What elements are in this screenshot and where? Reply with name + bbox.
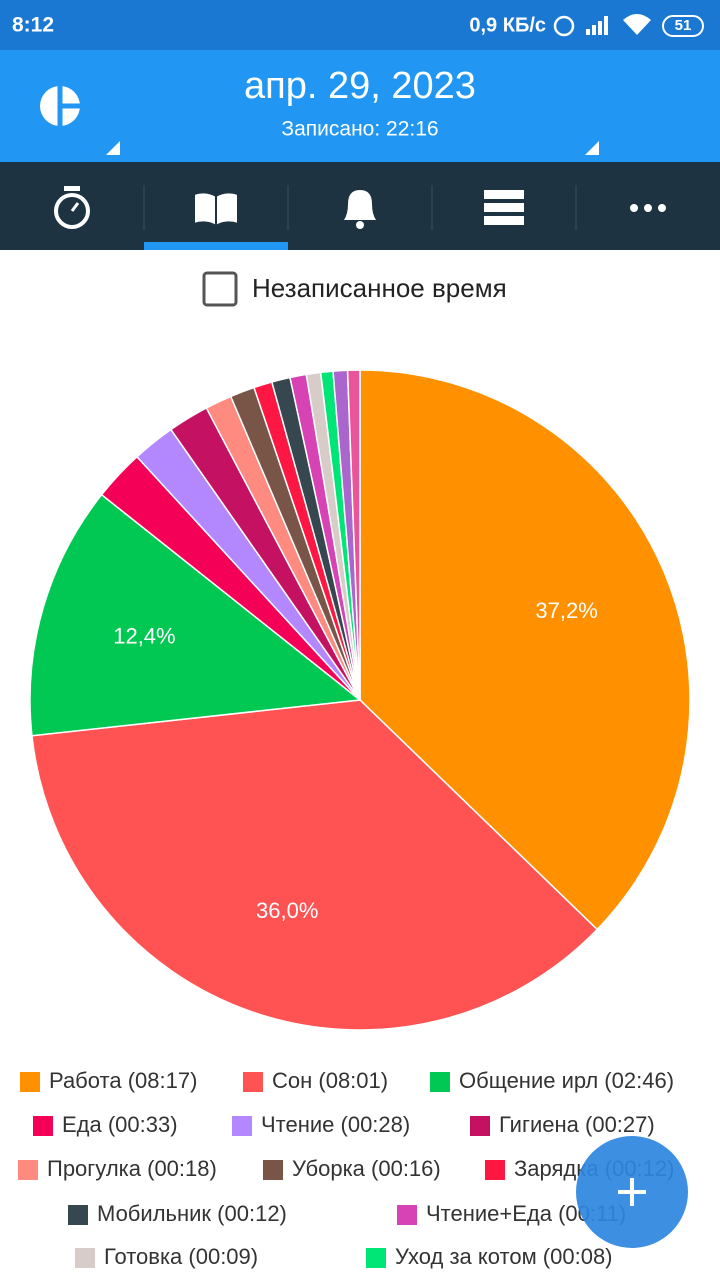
add-button[interactable] xyxy=(576,1136,688,1248)
dropdown-arrow xyxy=(585,141,599,155)
legend-label: Еда (00:33) xyxy=(62,1112,178,1137)
legend-label: Прогулка (00:18) xyxy=(47,1156,217,1181)
legend-swatch xyxy=(232,1116,252,1136)
pie-slice xyxy=(346,369,361,701)
legend-swatch xyxy=(243,1072,263,1092)
legend-swatch xyxy=(68,1205,88,1225)
legend-swatch xyxy=(470,1116,490,1136)
recorded-time: Записано: 22:16 xyxy=(281,118,438,141)
legend-swatch xyxy=(430,1072,450,1092)
tab-list[interactable] xyxy=(484,190,524,225)
tab-timer[interactable] xyxy=(54,186,90,229)
checkbox-label[interactable]: Незаписанное время xyxy=(252,273,507,303)
battery-icon xyxy=(662,15,704,37)
slice-label: 37,2% xyxy=(535,598,597,623)
legend-label: Общение ирл (02:46) xyxy=(459,1068,674,1093)
pie-slice xyxy=(359,369,691,931)
battery-level: 51 xyxy=(675,17,692,34)
pie-chart: 37,2% 36,0% 12,4% xyxy=(29,369,691,1031)
app-icon[interactable] xyxy=(40,86,80,126)
legend-swatch xyxy=(20,1072,40,1092)
wifi-icon xyxy=(623,14,651,35)
legend-swatch xyxy=(366,1248,386,1268)
legend-swatch xyxy=(485,1160,505,1180)
pie-slice xyxy=(31,699,599,1031)
slice-label: 36,0% xyxy=(256,898,318,923)
net-speed: 0,9 КБ/с xyxy=(469,14,546,36)
legend-label: Работа (08:17) xyxy=(49,1068,197,1093)
legend-swatch xyxy=(75,1248,95,1268)
tab-dividers xyxy=(143,185,577,230)
clock: 8:12 xyxy=(12,14,54,37)
legend-label: Мобильник (00:12) xyxy=(97,1201,287,1226)
status-bar xyxy=(0,0,720,50)
legend-swatch xyxy=(263,1160,283,1180)
tab-more[interactable] xyxy=(630,204,666,212)
legend-label: Сон (08:01) xyxy=(272,1068,388,1093)
legend-swatch xyxy=(397,1205,417,1225)
signal-icon xyxy=(586,16,608,35)
legend-label: Готовка (00:09) xyxy=(104,1244,258,1269)
dropdown-arrow xyxy=(106,141,120,155)
legend-label: Гигиена (00:27) xyxy=(499,1112,655,1137)
active-tab-indicator xyxy=(144,242,288,250)
legend-swatch xyxy=(18,1160,38,1180)
legend: Работа (08:17) Сон (08:01) Общение ирл (02… xyxy=(18,1068,674,1269)
date[interactable]: апр. 29, 2023 xyxy=(244,65,476,107)
legend-label: Уборка (00:16) xyxy=(292,1156,441,1181)
legend-swatch xyxy=(33,1116,53,1136)
legend-label: Чтение (00:28) xyxy=(261,1112,410,1137)
checkbox[interactable] xyxy=(202,271,238,307)
legend-label: Уход за котом (00:08) xyxy=(395,1244,613,1269)
alarm-icon xyxy=(553,15,575,37)
pie-slice xyxy=(29,493,362,737)
tab-log[interactable] xyxy=(193,191,239,228)
slice-label: 12,4% xyxy=(113,623,175,648)
tab-notifications[interactable] xyxy=(344,190,376,229)
